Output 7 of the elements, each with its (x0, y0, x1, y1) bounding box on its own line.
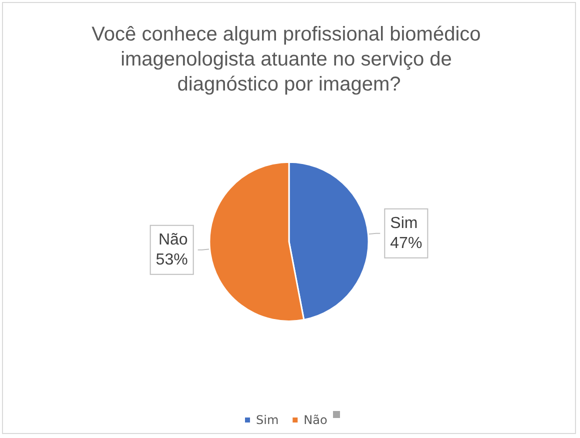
data-label: 47% (390, 234, 422, 252)
legend-label: Não (304, 413, 328, 427)
slice-label: Sim (390, 214, 418, 232)
slice-label: Não (158, 231, 188, 248)
legend-label: Sim (256, 413, 279, 427)
chart-title: Você conhece algum profissional biomédico imagenologista atuante no serviço de diagnóstico por imagem? (92, 24, 486, 96)
data-label: 53% (156, 251, 188, 268)
